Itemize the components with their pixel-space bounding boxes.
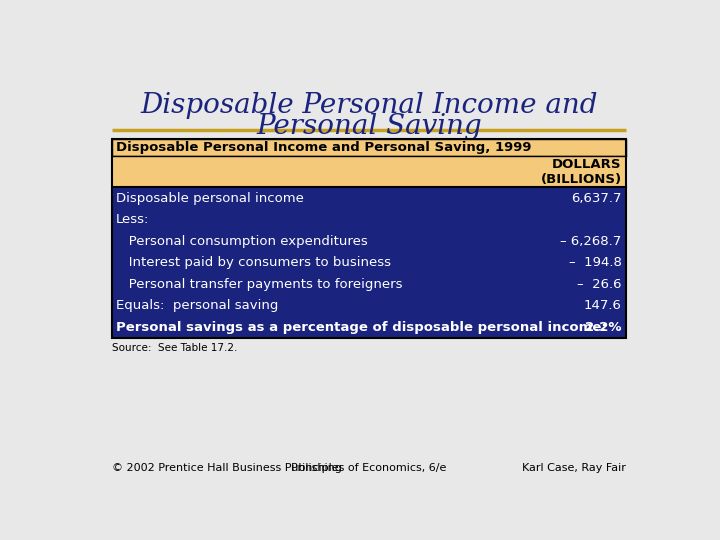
Text: Karl Case, Ray Fair: Karl Case, Ray Fair (523, 463, 626, 473)
Bar (112, 139, 626, 338)
Bar (112, 157, 626, 187)
Text: Principles of Economics, 6/e: Principles of Economics, 6/e (292, 463, 446, 473)
Text: 147.6: 147.6 (584, 299, 621, 312)
Text: 6,637.7: 6,637.7 (571, 192, 621, 205)
Text: Personal Saving: Personal Saving (256, 112, 482, 139)
Bar (112, 187, 626, 338)
Text: Interest paid by consumers to business: Interest paid by consumers to business (116, 256, 390, 269)
Text: DOLLARS
(BILLIONS): DOLLARS (BILLIONS) (541, 158, 621, 186)
Text: Source:  See Table 17.2.: Source: See Table 17.2. (112, 343, 237, 353)
Text: Personal transfer payments to foreigners: Personal transfer payments to foreigners (116, 278, 402, 291)
Text: –  26.6: – 26.6 (577, 278, 621, 291)
Text: © 2002 Prentice Hall Business Publishing: © 2002 Prentice Hall Business Publishing (112, 463, 341, 473)
Text: Disposable Personal Income and: Disposable Personal Income and (140, 92, 598, 119)
Text: Personal consumption expenditures: Personal consumption expenditures (116, 234, 367, 248)
Text: Disposable Personal Income and Personal Saving, 1999: Disposable Personal Income and Personal … (116, 141, 531, 154)
Bar (112, 139, 626, 157)
Text: Personal savings as a percentage of disposable personal income:: Personal savings as a percentage of disp… (116, 321, 606, 334)
Text: 2.2%: 2.2% (585, 321, 621, 334)
Text: – 6,268.7: – 6,268.7 (560, 234, 621, 248)
Text: Disposable personal income: Disposable personal income (116, 192, 303, 205)
Text: –  194.8: – 194.8 (569, 256, 621, 269)
Text: Less:: Less: (116, 213, 149, 226)
Text: Equals:  personal saving: Equals: personal saving (116, 299, 278, 312)
